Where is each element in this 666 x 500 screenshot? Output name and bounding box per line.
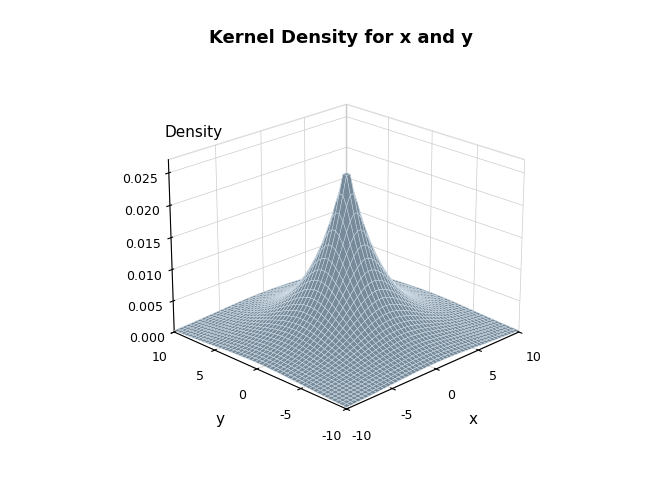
Y-axis label: y: y	[215, 412, 224, 427]
X-axis label: x: x	[469, 412, 478, 427]
Title: Kernel Density for x and y: Kernel Density for x and y	[209, 30, 474, 48]
Text: Density: Density	[165, 125, 222, 140]
